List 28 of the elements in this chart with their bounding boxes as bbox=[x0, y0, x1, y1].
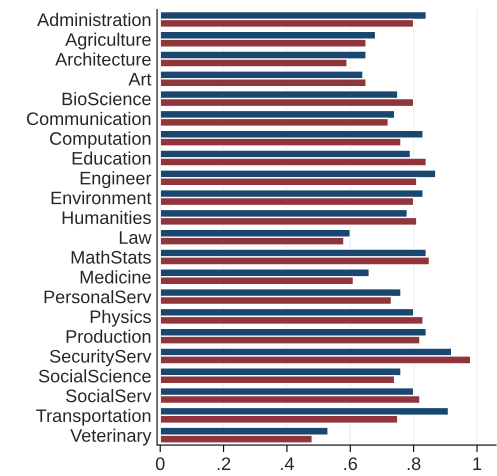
y-tick-label: PersonalServ bbox=[44, 290, 152, 304]
y-tick-label: MathStats bbox=[72, 250, 151, 264]
y-tick-label: SocialScience bbox=[38, 369, 151, 382]
y-tick-label: Art bbox=[128, 72, 152, 86]
y-tick-label: Physics bbox=[90, 310, 151, 327]
x-tick-label: .2 bbox=[218, 457, 230, 470]
y-tick-label: Medicine bbox=[80, 270, 151, 284]
y-tick-label: SecurityServ bbox=[50, 349, 152, 366]
y-tick-label: Transportation bbox=[36, 408, 150, 426]
x-tick-label: .6 bbox=[344, 457, 358, 470]
y-tick-label: Law bbox=[120, 231, 152, 244]
y-tick-label: Administration bbox=[37, 12, 150, 26]
y-tick-label: Environment bbox=[52, 191, 152, 204]
y-tick-label: Computation bbox=[50, 132, 150, 148]
x-tick-label: 0 bbox=[156, 457, 165, 470]
y-tick-label: Veterinary bbox=[70, 428, 152, 446]
y-tick-label: Communication bbox=[26, 112, 150, 126]
y-tick-label: BioScience bbox=[62, 92, 151, 106]
x-tick-label: 1 bbox=[473, 458, 482, 470]
x-tick-label: .8 bbox=[408, 457, 420, 470]
y-tick-label: Architecture bbox=[55, 52, 151, 66]
y-tick-label: Agriculture bbox=[65, 32, 151, 50]
y-tick-label: Education bbox=[72, 151, 150, 165]
y-tick-label: SocialServ bbox=[66, 389, 152, 402]
y-tick-label: Production bbox=[66, 330, 150, 343]
y-tick-label: Humanities bbox=[62, 210, 151, 224]
y-tick-label: Engineer bbox=[80, 171, 152, 188]
x-tick-label: .4 bbox=[281, 458, 294, 470]
